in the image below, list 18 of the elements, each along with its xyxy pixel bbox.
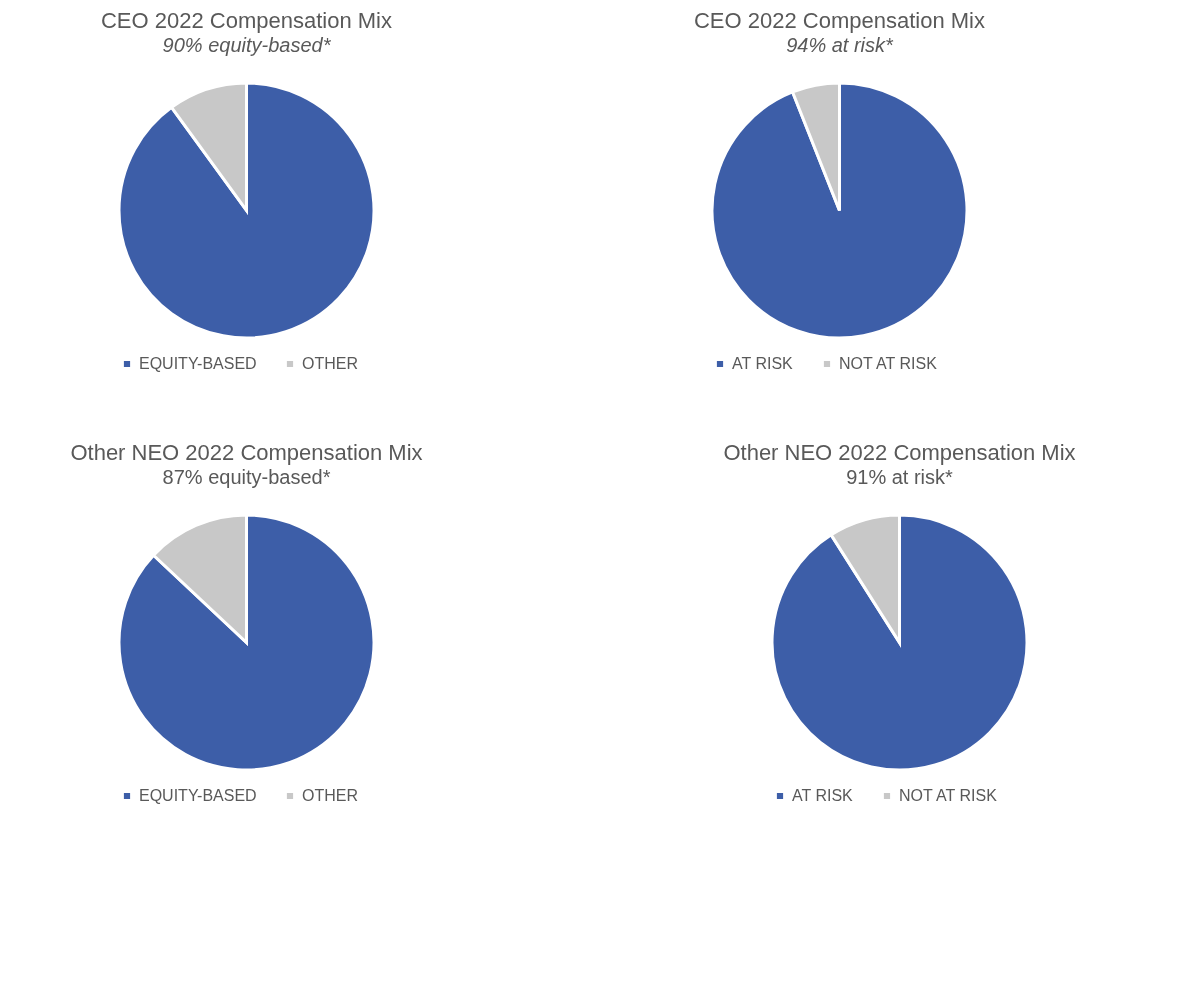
chart-title: CEO 2022 Compensation Mix bbox=[100, 8, 393, 33]
pie-slice bbox=[117, 513, 376, 772]
legend-label: OTHER bbox=[302, 787, 358, 804]
legend-label: OTHER bbox=[302, 355, 358, 372]
legend-label: AT RISK bbox=[792, 787, 854, 804]
legend-label: EQUITY-BASED bbox=[139, 787, 257, 804]
legend-label: NOT AT RISK bbox=[899, 787, 998, 804]
chart-subtitle: 94% at risk* bbox=[786, 34, 895, 56]
chart-title: Other NEO 2022 Compensation Mix bbox=[723, 440, 1076, 465]
chart-subtitle: 91% at risk* bbox=[846, 466, 954, 488]
legend-label: EQUITY-BASED bbox=[139, 355, 257, 372]
pie-slice bbox=[710, 81, 969, 340]
chart-title: Other NEO 2022 Compensation Mix bbox=[70, 440, 423, 465]
legend-label: NOT AT RISK bbox=[839, 355, 938, 372]
legend-label: AT RISK bbox=[732, 355, 794, 372]
chart-title: CEO 2022 Compensation Mix bbox=[693, 8, 986, 33]
chart-subtitle: 87% equity-based* bbox=[162, 466, 331, 488]
chart-subtitle: 90% equity-based* bbox=[162, 34, 332, 56]
